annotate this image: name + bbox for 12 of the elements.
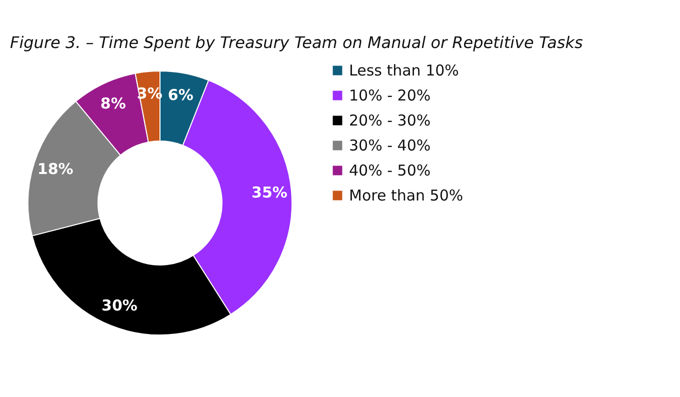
- data-label: 35%: [252, 184, 288, 202]
- legend-label: 20% - 30%: [349, 112, 431, 130]
- legend-label: 40% - 50%: [349, 162, 431, 180]
- legend-label: 10% - 20%: [349, 86, 431, 104]
- data-label: 18%: [37, 160, 74, 178]
- data-label: 8%: [100, 94, 126, 112]
- legend-label: 30% - 40%: [349, 136, 431, 154]
- data-label: 6%: [168, 86, 194, 104]
- legend-label: Less than 10%: [349, 62, 459, 80]
- data-label: 30%: [102, 296, 138, 314]
- chart-title: Figure 3. – Time Spent by Treasury Team on Manual or Repetitive Tasks: [10, 33, 583, 52]
- legend-label: More than 50%: [349, 186, 464, 204]
